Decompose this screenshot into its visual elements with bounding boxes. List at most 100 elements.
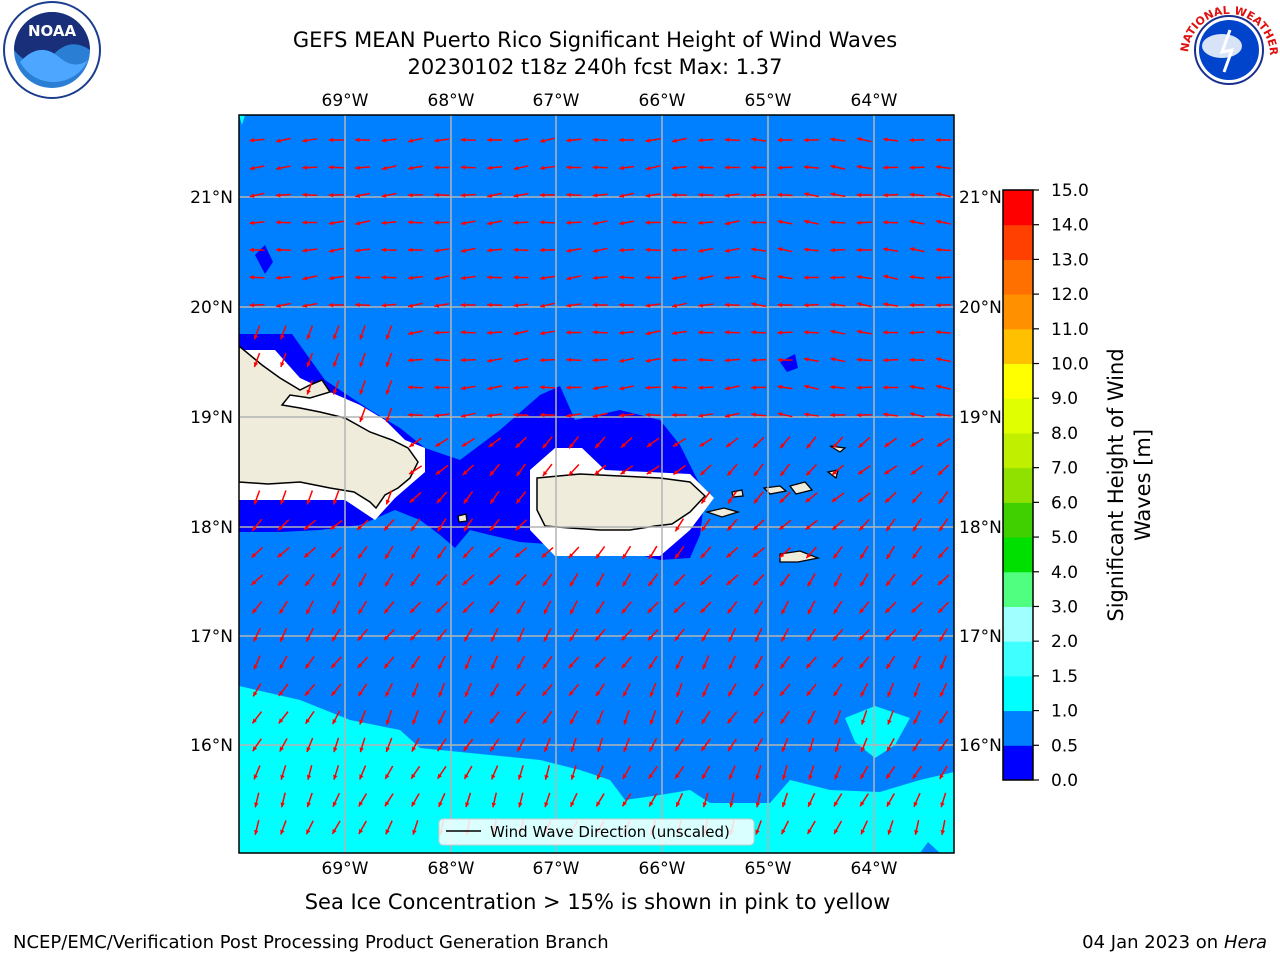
wave-direction-arrow <box>885 573 896 587</box>
wave-direction-arrow <box>648 545 658 560</box>
wave-direction-arrow <box>568 436 580 449</box>
wave-direction-arrow <box>671 247 687 253</box>
wave-direction-arrow <box>359 352 366 368</box>
wave-direction-arrow <box>938 710 949 725</box>
wave-direction-arrow <box>568 683 580 697</box>
wave-direction-arrow <box>621 656 632 669</box>
wave-direction-arrow <box>331 628 341 642</box>
wave-direction-arrow <box>646 465 660 475</box>
wave-direction-arrow <box>355 192 371 198</box>
colorbar-segment <box>1003 745 1033 781</box>
wave-direction-arrow <box>460 247 476 253</box>
wave-direction-arrow <box>306 737 314 753</box>
wave-direction-arrow <box>671 192 687 198</box>
wave-direction-arrow <box>886 738 895 752</box>
wave-direction-arrow <box>649 710 657 725</box>
wave-direction-arrow <box>359 407 366 423</box>
wave-direction-arrow <box>275 302 291 308</box>
wave-direction-arrow <box>751 220 767 225</box>
wave-direction-arrow <box>755 820 762 835</box>
wave-direction-arrow <box>332 325 340 340</box>
wave-direction-arrow <box>332 380 340 395</box>
wave-direction-arrow <box>751 357 767 363</box>
lon-label-top: 67°W <box>533 91 580 111</box>
colorbar-segment <box>1003 432 1033 469</box>
wave-direction-arrow <box>358 765 367 780</box>
wave-direction-arrow <box>254 792 260 808</box>
wave-direction-arrow <box>251 711 263 724</box>
colorbar-tick-label: 1.0 <box>1051 702 1078 722</box>
wave-direction-arrow <box>623 737 631 753</box>
wave-direction-arrow <box>592 247 608 253</box>
wave-direction-arrow <box>777 247 793 253</box>
lat-label-left: 19°N <box>190 408 233 428</box>
wave-direction-arrow <box>671 275 687 281</box>
wave-direction-arrow <box>491 792 498 808</box>
wave-direction-arrow <box>724 165 740 170</box>
wave-direction-arrow <box>752 436 765 449</box>
wave-direction-arrow <box>332 792 341 808</box>
wave-direction-arrow <box>436 574 448 586</box>
wave-direction-arrow <box>724 247 740 253</box>
wave-direction-arrow <box>753 683 764 697</box>
wave-direction-arrow <box>912 518 922 532</box>
wave-direction-arrow <box>648 655 658 670</box>
wave-direction-arrow <box>698 385 714 390</box>
wave-direction-arrow <box>935 219 951 225</box>
wave-direction-arrow <box>279 627 288 643</box>
wave-direction-arrow <box>913 792 921 808</box>
wave-direction-arrow <box>645 412 661 418</box>
wave-direction-arrow <box>464 655 472 670</box>
wave-direction-arrow <box>304 573 315 587</box>
wave-direction-arrow <box>754 627 763 643</box>
wave-direction-arrow <box>830 329 846 335</box>
wave-direction-arrow <box>407 137 423 143</box>
wave-direction-arrow <box>619 413 635 418</box>
wave-direction-arrow <box>328 275 344 281</box>
wave-direction-arrow <box>727 711 738 724</box>
lon-label-bottom: 67°W <box>533 859 580 879</box>
wave-direction-arrow <box>302 248 318 253</box>
wave-direction-arrow <box>754 600 764 615</box>
wave-direction-arrow <box>645 247 661 253</box>
wave-direction-arrow <box>912 545 922 560</box>
wave-direction-arrow <box>698 137 714 143</box>
wave-direction-arrow <box>833 820 843 835</box>
wave-direction-arrow <box>727 601 738 614</box>
wave-direction-arrow <box>671 385 687 390</box>
wave-direction-arrow <box>411 682 419 698</box>
wave-direction-arrow <box>358 573 367 587</box>
wave-direction-arrow <box>671 137 687 143</box>
wave-direction-arrow <box>328 247 344 253</box>
lat-label-right: 21°N <box>959 188 1002 208</box>
wave-direction-arrow <box>462 574 475 586</box>
wave-direction-arrow <box>935 247 951 253</box>
wave-direction-arrow <box>434 303 450 308</box>
wave-direction-arrow <box>460 137 476 143</box>
wave-direction-arrow <box>830 220 846 225</box>
wave-direction-arrow <box>249 275 265 280</box>
wave-direction-arrow <box>305 820 314 835</box>
chart-subtitle: 20230102 t18z 240h fcst Max: 1.37 <box>407 55 783 79</box>
wave-direction-arrow <box>568 546 580 559</box>
wave-direction-arrow <box>935 412 951 417</box>
wave-direction-arrow <box>381 302 397 308</box>
wave-direction-arrow <box>938 628 948 642</box>
wave-direction-arrow <box>566 165 582 170</box>
wave-direction-arrow <box>700 601 712 614</box>
wave-direction-arrow <box>883 412 899 417</box>
wave-direction-arrow <box>487 385 503 391</box>
wave-direction-arrow <box>330 683 342 697</box>
wave-direction-arrow <box>435 601 448 614</box>
wave-direction-arrow <box>909 384 925 390</box>
wave-field-calm-east-spot <box>780 354 798 372</box>
wave-direction-arrow <box>887 710 894 725</box>
wave-direction-arrow <box>385 737 393 753</box>
wave-direction-arrow <box>490 765 499 780</box>
wave-direction-arrow <box>805 656 817 669</box>
wave-direction-arrow <box>700 546 712 559</box>
wave-direction-arrow <box>646 437 660 448</box>
wave-direction-arrow <box>434 138 450 143</box>
wave-direction-arrow <box>939 682 948 698</box>
wave-direction-arrow <box>328 137 344 143</box>
